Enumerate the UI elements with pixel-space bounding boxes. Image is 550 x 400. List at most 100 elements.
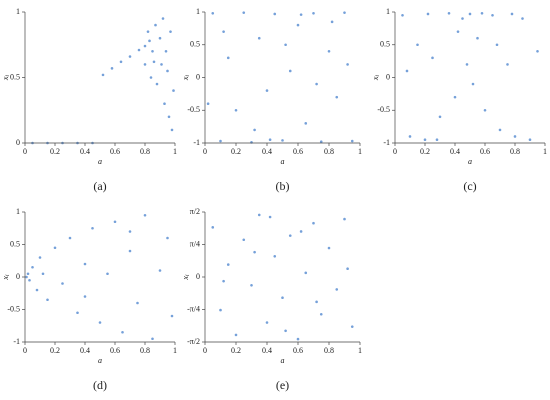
point: [536, 50, 539, 53]
y-tick-label: 0: [196, 72, 200, 81]
point: [423, 138, 427, 142]
y-axis-label-main: x: [371, 76, 380, 81]
point: [335, 288, 339, 291]
point: [155, 82, 159, 86]
point: [521, 17, 524, 20]
x-tick-label: 0.2: [50, 147, 60, 156]
point: [435, 138, 439, 142]
point: [335, 95, 339, 99]
point: [28, 278, 31, 282]
point: [327, 50, 331, 53]
point: [510, 12, 514, 16]
point: [343, 11, 346, 14]
point: [498, 128, 502, 132]
x-tick-label: 0: [393, 147, 397, 156]
point: [61, 282, 64, 285]
point: [219, 308, 222, 312]
point: [101, 73, 105, 77]
point: [76, 311, 79, 315]
x-axis-label: a: [281, 356, 285, 365]
point: [136, 301, 139, 305]
point: [234, 333, 238, 337]
point: [242, 238, 246, 242]
point: [113, 220, 117, 224]
point: [83, 262, 87, 266]
y-axis-label-main: x: [181, 276, 190, 281]
y-tick-label: -0.5: [187, 105, 200, 114]
point: [46, 298, 49, 302]
point: [296, 337, 300, 341]
y-tick-label: -π/2: [187, 337, 200, 346]
x-tick-label: 1: [358, 147, 362, 156]
x-axis-label: a: [98, 157, 102, 166]
point: [405, 69, 409, 73]
y-tick-label: 1: [386, 7, 390, 16]
y-axis-label: xi: [1, 274, 12, 281]
point: [268, 215, 272, 219]
point: [154, 23, 157, 27]
point: [242, 11, 246, 14]
point: [170, 314, 174, 318]
point: [68, 236, 72, 240]
y-tick-label: -1: [383, 138, 390, 147]
point: [250, 283, 253, 287]
y-axis-label-main: x: [1, 76, 10, 81]
point: [426, 12, 430, 16]
point: [143, 213, 147, 217]
x-tick-label: 0.6: [293, 346, 303, 355]
point: [401, 13, 404, 17]
x-tick-label: 0.6: [110, 346, 120, 355]
point: [128, 249, 132, 253]
point: [152, 60, 156, 64]
x-tick-label: 0.4: [450, 147, 460, 156]
point: [211, 12, 215, 15]
y-tick-label: 0.5: [10, 72, 20, 81]
y-axis-label-sub: i: [185, 75, 191, 77]
point: [219, 139, 222, 143]
point: [170, 128, 174, 132]
point: [265, 321, 269, 324]
y-tick-label: 1: [16, 7, 20, 16]
y-tick-label: 0: [16, 272, 20, 281]
point: [456, 30, 460, 33]
x-tick-label: 1: [173, 346, 177, 355]
point: [151, 337, 154, 341]
point: [222, 279, 225, 283]
y-tick-label: -0.5: [7, 304, 20, 313]
point: [222, 30, 225, 33]
point: [312, 12, 315, 15]
point: [26, 272, 30, 276]
point: [91, 226, 94, 230]
point: [38, 256, 42, 259]
point: [304, 271, 308, 275]
x-axis-label: a: [281, 157, 285, 166]
point: [148, 39, 151, 43]
y-tick-label: 0: [196, 272, 200, 281]
x-tick-label: 1: [543, 147, 547, 156]
x-axis-label: a: [98, 356, 102, 365]
point: [468, 12, 472, 16]
y-axis-label-sub: i: [185, 274, 191, 276]
point: [350, 139, 354, 143]
point: [506, 63, 509, 66]
point: [143, 44, 147, 48]
point: [346, 267, 349, 271]
x-tick-label: 0.8: [510, 147, 520, 156]
point: [483, 108, 487, 112]
y-tick-label: π/4: [190, 239, 200, 248]
point: [158, 36, 162, 40]
point: [491, 13, 494, 17]
x-tick-label: 0.6: [110, 147, 120, 156]
point: [206, 102, 210, 105]
point: [319, 312, 323, 316]
x-tick-label: 0: [23, 147, 27, 156]
panel: 0 0.2 0.4 0.6 0.8 1 -1 -0.5 0 0.5 1 a xi (c): [371, 7, 547, 193]
point: [226, 263, 230, 266]
x-tick-label: 0.4: [262, 147, 272, 156]
x-tick-label: 0.8: [140, 346, 150, 355]
panel-label: (b): [276, 179, 290, 193]
x-tick-label: 0.2: [231, 147, 241, 156]
point: [288, 234, 292, 237]
point: [119, 60, 123, 64]
